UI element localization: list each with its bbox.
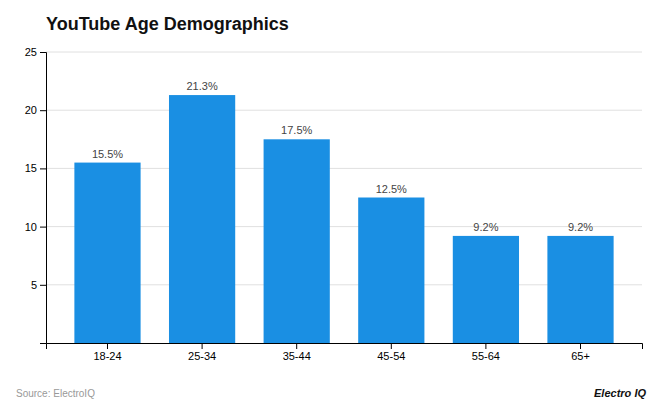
grid-line	[46, 52, 642, 53]
x-tick-mark	[202, 343, 203, 349]
x-axis-line	[47, 344, 643, 350]
bar	[547, 236, 613, 343]
x-tick: 25-34	[188, 343, 216, 362]
x-tick-label: 35-44	[283, 350, 311, 362]
bars	[74, 95, 613, 343]
y-tick-mark	[40, 110, 46, 111]
y-tick-label: 5	[31, 279, 37, 291]
bar	[74, 163, 140, 343]
data-label: 9.2%	[568, 221, 593, 233]
y-axis-line	[40, 53, 47, 344]
y-axis: 5 10 15 20 25	[25, 46, 47, 343]
x-tick-mark	[296, 343, 297, 349]
y-tick-mark	[40, 227, 46, 228]
data-label: 12.5%	[376, 183, 407, 195]
x-tick-label: 18-24	[93, 350, 121, 362]
x-tick: 65+	[571, 343, 590, 362]
grid-line	[46, 110, 642, 111]
x-tick-label: 65+	[571, 350, 590, 362]
chart: 5 10 15 20 25 18-24 25-34 35-44 45-54 55-64 65+ 15.…	[0, 0, 662, 407]
x-tick: 18-24	[93, 343, 121, 362]
plot: 5 10 15 20 25 18-24 25-34 35-44 45-54 55-64 65+ 15.…	[25, 46, 643, 362]
brand-note: Electro IQ	[594, 387, 646, 399]
y-tick: 25	[25, 46, 46, 58]
y-tick-mark	[40, 285, 46, 286]
x-tick-label: 55-64	[472, 350, 500, 362]
data-labels: 15.5% 21.3% 17.5% 12.5% 9.2% 9.2%	[92, 80, 593, 233]
bar	[453, 236, 519, 343]
title: YouTube Age Demographics	[46, 14, 289, 34]
x-tick-label: 45-54	[377, 350, 405, 362]
x-tick-mark	[391, 343, 392, 349]
y-tick: 5	[31, 279, 46, 291]
bar	[358, 198, 424, 344]
bar	[169, 95, 235, 343]
x-tick-label: 25-34	[188, 350, 216, 362]
bar	[264, 139, 330, 343]
x-tick: 35-44	[283, 343, 311, 362]
x-axis: 18-24 25-34 35-44 45-54 55-64 65+	[47, 343, 643, 362]
y-tick: 20	[25, 104, 46, 116]
data-label: 17.5%	[281, 124, 312, 136]
x-tick-mark	[580, 343, 581, 349]
x-tick: 45-54	[377, 343, 405, 362]
y-tick-label: 15	[25, 162, 37, 174]
y-tick-mark	[40, 52, 46, 53]
x-tick: 55-64	[472, 343, 500, 362]
y-tick-mark	[40, 168, 46, 169]
x-tick-mark	[485, 343, 486, 349]
y-tick: 10	[25, 221, 46, 233]
y-tick-label: 25	[25, 46, 37, 58]
data-label: 21.3%	[186, 80, 217, 92]
y-tick-label: 20	[25, 104, 37, 116]
y-tick-label: 10	[25, 221, 37, 233]
x-tick-mark	[107, 343, 108, 349]
data-label: 15.5%	[92, 148, 123, 160]
data-label: 9.2%	[473, 221, 498, 233]
source-note: Source: ElectroIQ	[16, 388, 95, 399]
y-tick: 15	[25, 162, 46, 174]
